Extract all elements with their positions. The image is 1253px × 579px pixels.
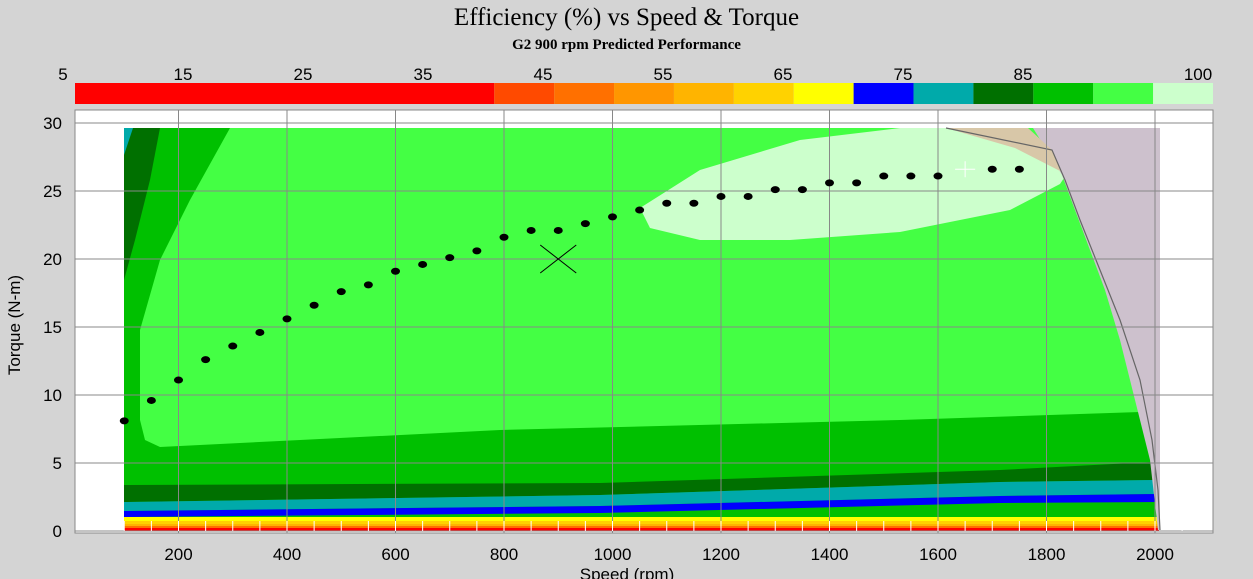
efficiency-contours xyxy=(124,127,1161,531)
operating-point xyxy=(472,247,482,255)
contour-region-75-80-left xyxy=(124,128,133,155)
colorbar-labels: 5 15 25 35 45 55 65 75 85 100 xyxy=(58,65,1212,84)
operating-point xyxy=(879,172,889,180)
operating-point xyxy=(635,206,645,214)
x-tick-label: 1600 xyxy=(919,545,957,564)
x-tick-label: 200 xyxy=(164,545,192,564)
y-tick-label: 30 xyxy=(43,114,62,133)
x-tick-label: 600 xyxy=(381,545,409,564)
y-tick-label: 0 xyxy=(53,522,62,541)
x-tick-label: 2000 xyxy=(1136,545,1174,564)
region-beyond-limit-tan xyxy=(946,128,1062,172)
colorbar-tick-label: 15 xyxy=(174,65,193,84)
operating-point xyxy=(662,199,672,207)
x-axis-label: Speed (rpm) xyxy=(580,565,674,579)
x-tick-labels: 200 400 600 800 1000 1200 1400 1600 1800 2000 xyxy=(164,545,1174,564)
colorbar xyxy=(75,83,1213,104)
operating-point xyxy=(146,396,156,404)
colorbar-tick-label: 35 xyxy=(414,65,433,84)
colorbar-segment xyxy=(853,83,914,104)
operating-point xyxy=(119,417,129,425)
y-axis-label: Torque (N-m) xyxy=(5,275,24,375)
colorbar-tick-label: 25 xyxy=(294,65,313,84)
x-tick-label: 400 xyxy=(273,545,301,564)
contour-region-75-80 xyxy=(124,480,1157,511)
colorbar-tick-label: 55 xyxy=(654,65,673,84)
y-tick-label: 15 xyxy=(43,318,62,337)
operating-point xyxy=(499,233,509,241)
chart-title: Efficiency (%) vs Speed & Torque xyxy=(453,4,800,31)
x-tick-label: 800 xyxy=(490,545,518,564)
contour-region-60-65 xyxy=(124,521,1159,524)
operating-point xyxy=(309,301,319,309)
contour-region-70-75 xyxy=(124,494,1158,517)
operating-point xyxy=(743,192,753,200)
contour-region-80-85-left xyxy=(124,128,160,280)
x-tick-label: 1400 xyxy=(811,545,849,564)
operating-points xyxy=(119,165,1024,425)
y-tick-label: 5 xyxy=(53,454,62,473)
contour-region-50-55 xyxy=(124,526,1159,528)
colorbar-tick-label: 65 xyxy=(774,65,793,84)
operating-point xyxy=(580,220,590,228)
colorbar-segment xyxy=(733,83,794,104)
chart-subtitle: G2 900 rpm Predicted Performance xyxy=(512,37,741,53)
colorbar-tick-label: 5 xyxy=(58,65,67,84)
colorbar-segment xyxy=(75,83,495,104)
x-tick-label: 1000 xyxy=(594,545,632,564)
operating-point xyxy=(228,342,238,350)
operating-point xyxy=(391,267,400,275)
plot-frame xyxy=(74,109,1214,534)
operating-point xyxy=(363,281,373,289)
y-tick-labels: 0 5 10 15 20 25 30 xyxy=(43,114,62,541)
contour-region-80-85-bottom xyxy=(124,462,1156,502)
operating-point xyxy=(987,165,997,173)
colorbar-segment xyxy=(1033,83,1094,104)
y-tick-label: 25 xyxy=(43,182,62,201)
colorbar-segment xyxy=(1093,83,1154,104)
contour-region-65-70 xyxy=(124,517,1159,521)
operating-point xyxy=(282,315,292,323)
colorbar-segment xyxy=(973,83,1034,104)
colorbar-segment xyxy=(793,83,854,104)
colorbar-tick-label: 100 xyxy=(1184,65,1212,84)
operating-point xyxy=(770,186,780,194)
rated-point-marker xyxy=(539,244,577,274)
operating-point xyxy=(825,179,834,187)
colorbar-segment xyxy=(1153,83,1213,104)
x-tick-label: 1200 xyxy=(702,545,740,564)
region-beyond-limit xyxy=(1033,128,1160,530)
operating-point xyxy=(418,260,428,268)
colorbar-tick-label: 45 xyxy=(534,65,553,84)
operating-point xyxy=(201,356,211,364)
contour-region-55-60 xyxy=(124,524,1159,526)
colorbar-segment xyxy=(614,83,674,104)
y-tick-label: 20 xyxy=(43,250,62,269)
operating-point xyxy=(852,179,862,187)
colorbar-segment xyxy=(673,83,734,104)
operating-point xyxy=(336,288,346,296)
contour-region-below-50 xyxy=(124,528,1159,531)
colorbar-tick-label: 75 xyxy=(894,65,913,84)
markers xyxy=(539,161,976,274)
operating-point xyxy=(174,376,183,384)
operating-point xyxy=(608,213,617,221)
operating-point xyxy=(906,172,916,180)
colorbar-tick-label: 85 xyxy=(1014,65,1033,84)
operating-point xyxy=(797,186,807,194)
colorbar-segment xyxy=(554,83,615,104)
operating-point xyxy=(689,199,699,207)
x-tick-label: 1800 xyxy=(1028,545,1066,564)
y-tick-label: 10 xyxy=(43,386,62,405)
colorbar-segment xyxy=(913,83,974,104)
operating-point xyxy=(933,172,943,180)
operating-point xyxy=(553,226,563,234)
operating-point xyxy=(445,254,455,262)
operating-point xyxy=(716,192,726,200)
operating-point xyxy=(1014,165,1024,173)
operating-point xyxy=(526,226,536,234)
colorbar-segment xyxy=(494,83,555,104)
operating-point xyxy=(255,328,265,336)
